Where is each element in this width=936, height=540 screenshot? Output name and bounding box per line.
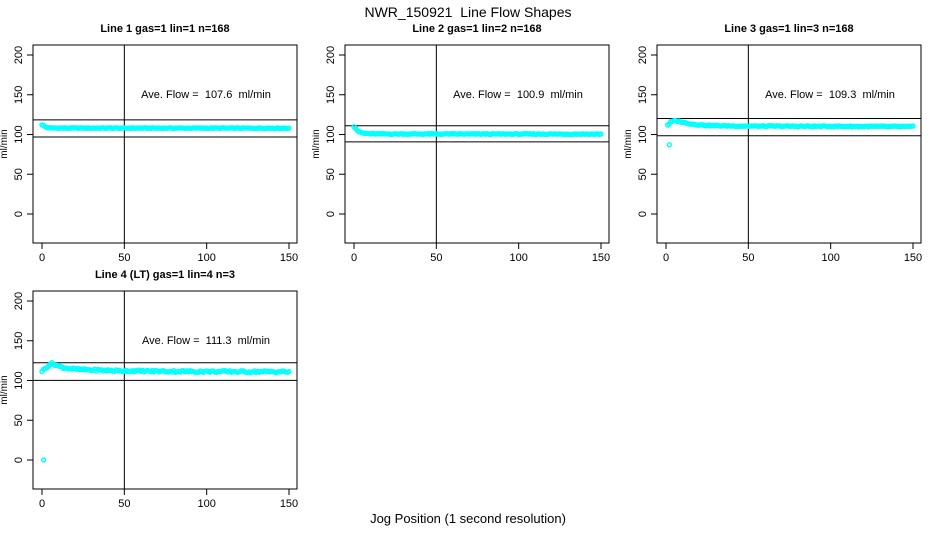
x-tick-label: 50 [430, 252, 442, 264]
panel-title: Line 3 gas=1 lin=3 n=168 [724, 23, 854, 35]
x-axis: 0 50 100 150 [351, 243, 610, 264]
x-tick-label: 150 [280, 498, 298, 510]
panel-title: Line 1 gas=1 lin=1 n=168 [100, 23, 230, 35]
plot-box [344, 44, 610, 244]
outlier-point [40, 457, 47, 463]
x-tick-label: 100 [509, 252, 527, 264]
ave-flow-annotation: Ave. Flow = 109.3 ml/min [765, 89, 895, 101]
panel-line-2: Line 2 gas=1 lin=2 n=168 0 50 100 150 0 50 100… [312, 22, 624, 268]
y-axis: 0 50 100 150 200 [13, 292, 33, 463]
x-tick-label: 100 [197, 498, 215, 510]
ave-flow-annotation: Ave. Flow = 100.9 ml/min [453, 89, 583, 101]
data-point [286, 368, 292, 375]
panel-line-3: Line 3 gas=1 lin=3 n=168 0 50 100 150 0 50 100… [624, 22, 936, 268]
x-tick-label: 150 [904, 252, 922, 264]
plot-box [32, 44, 298, 244]
data-point [286, 125, 292, 131]
data-points [351, 124, 604, 138]
data-points [39, 122, 292, 132]
outlier-point [666, 142, 672, 148]
ave-flow-annotation: Ave. Flow = 111.3 ml/min [141, 335, 271, 347]
line-3-plot-canvas: 0 50 100 150 0 50 100 150 200 ml/min [624, 44, 922, 264]
panel-line-1: Line 1 gas=1 lin=1 n=168 0 50 100 150 0 50 100… [0, 22, 312, 268]
y-tick-label: 0 [13, 211, 25, 217]
y-tick-label: 50 [13, 168, 25, 180]
line-4-plot-canvas: 0 50 100 150 0 50 100 150 200 ml/min [0, 290, 298, 510]
y-tick-label: 50 [325, 168, 337, 180]
y-axis-title: ml/min [0, 129, 10, 158]
y-axis-title: ml/min [0, 375, 10, 404]
x-axis: 0 50 100 150 [39, 243, 298, 264]
data-points [39, 360, 292, 463]
line-2-plot-canvas: 0 50 100 150 0 50 100 150 200 ml/min [312, 44, 610, 264]
x-axis: 0 50 100 150 [663, 243, 922, 264]
y-tick-label: 200 [13, 292, 25, 310]
y-tick-label: 150 [13, 86, 25, 104]
x-tick-label: 0 [39, 498, 45, 510]
y-axis-title: ml/min [624, 129, 634, 158]
panel-title: Line 2 gas=1 lin=2 n=168 [412, 23, 542, 35]
y-tick-label: 50 [13, 414, 25, 426]
x-axis-label: Jog Position (1 second resolution) [370, 511, 566, 526]
plot-box [656, 44, 922, 244]
panel-line-4: Line 4 (LT) gas=1 lin=4 n=3 0 50 100 150 0 50… [0, 268, 312, 514]
x-tick-label: 100 [197, 252, 215, 264]
y-tick-label: 150 [13, 332, 25, 350]
y-tick-label: 200 [325, 46, 337, 64]
y-tick-label: 100 [13, 371, 25, 389]
line-1-plot-canvas: 0 50 100 150 0 50 100 150 200 ml/min [0, 44, 298, 264]
y-tick-label: 200 [13, 46, 25, 64]
figure-title: NWR_150921 Line Flow Shapes [364, 4, 572, 20]
data-point [910, 123, 916, 129]
y-axis: 0 50 100 150 200 [13, 46, 33, 217]
x-tick-label: 150 [280, 252, 298, 264]
x-tick-label: 0 [39, 252, 45, 264]
x-tick-label: 50 [118, 252, 130, 264]
y-tick-label: 100 [637, 125, 649, 143]
y-tick-label: 100 [325, 125, 337, 143]
y-tick-label: 0 [637, 211, 649, 217]
y-axis: 0 50 100 150 200 [325, 46, 345, 217]
y-axis-title: ml/min [312, 129, 322, 158]
y-tick-label: 0 [325, 211, 337, 217]
plot-box [32, 290, 298, 490]
y-tick-label: 50 [637, 168, 649, 180]
panel-title: Line 4 (LT) gas=1 lin=4 n=3 [94, 269, 236, 281]
x-tick-label: 50 [742, 252, 754, 264]
x-tick-label: 0 [351, 252, 357, 264]
data-point [598, 131, 604, 137]
y-axis: 0 50 100 150 200 [637, 46, 657, 217]
y-tick-label: 0 [13, 457, 25, 463]
data-points [664, 117, 916, 148]
y-tick-label: 150 [325, 86, 337, 104]
y-tick-label: 200 [637, 46, 649, 64]
y-tick-label: 150 [637, 86, 649, 104]
x-tick-label: 0 [663, 252, 669, 264]
x-tick-label: 150 [592, 252, 610, 264]
ave-flow-annotation: Ave. Flow = 107.6 ml/min [141, 89, 271, 101]
x-axis: 0 50 100 150 [39, 489, 298, 510]
x-tick-label: 50 [118, 498, 130, 510]
y-tick-label: 100 [13, 125, 25, 143]
x-tick-label: 100 [821, 252, 839, 264]
